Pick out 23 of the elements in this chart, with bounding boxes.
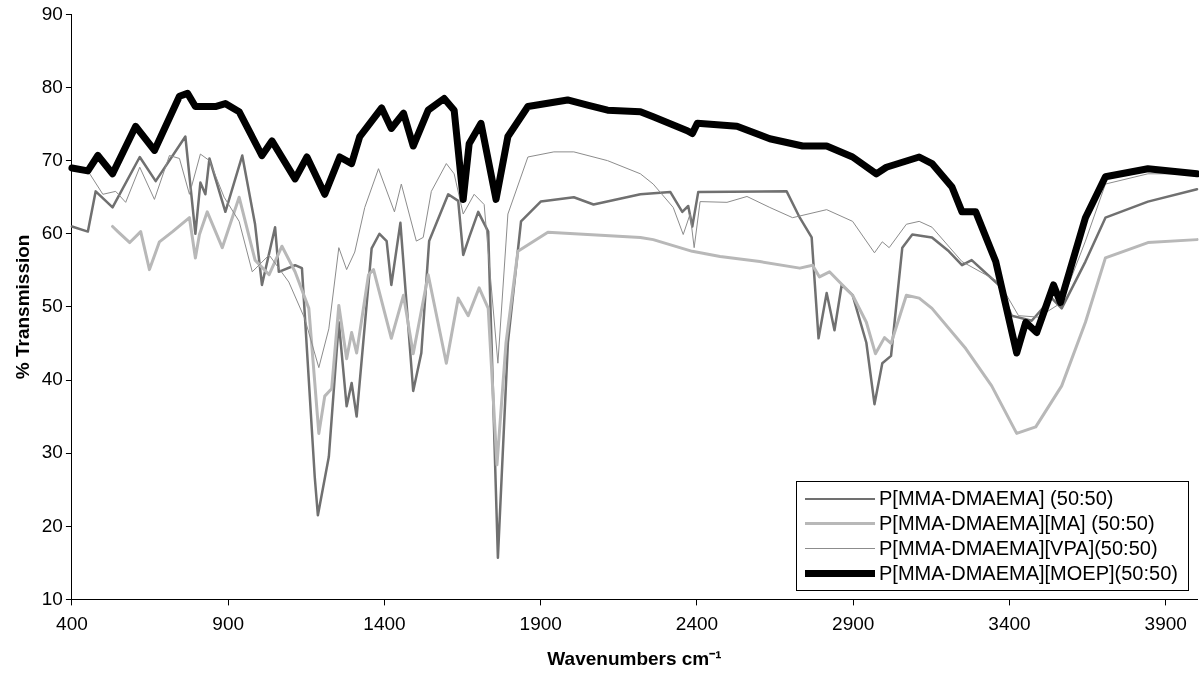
y-tick-label: 40 bbox=[41, 368, 63, 390]
x-axis-title: Wavenumbers cm⁻¹ bbox=[547, 647, 722, 669]
y-tick-label: 70 bbox=[41, 148, 63, 170]
y-tick-label: 90 bbox=[41, 2, 63, 24]
y-tick-label: 30 bbox=[41, 441, 63, 463]
y-axis-title: % Transmission bbox=[11, 234, 33, 380]
x-tick-label: 900 bbox=[212, 613, 245, 635]
legend-label: P[MMA-DMAEMA] (50:50) bbox=[879, 486, 1114, 512]
y-tick-label: 60 bbox=[41, 222, 63, 244]
x-tick-label: 2900 bbox=[832, 613, 875, 635]
y-tick-label: 80 bbox=[41, 75, 63, 97]
y-tick-label: 10 bbox=[41, 587, 63, 609]
legend-label: P[MMA-DMAEMA][VPA](50:50) bbox=[879, 536, 1158, 562]
y-tick-label: 50 bbox=[41, 295, 63, 317]
x-tick-label: 400 bbox=[56, 613, 88, 635]
x-tick-label: 1400 bbox=[363, 613, 406, 635]
x-tick-label: 3400 bbox=[988, 613, 1031, 635]
x-tick-label: 3900 bbox=[1144, 613, 1187, 635]
x-tick-label: 1900 bbox=[519, 613, 562, 635]
x-tick-label: 2400 bbox=[675, 613, 719, 635]
legend-label: P[MMA-DMAEMA][MOEP](50:50) bbox=[879, 561, 1178, 587]
y-tick-label: 20 bbox=[41, 514, 63, 536]
legend-label: P[MMA-DMAEMA][MA] (50:50) bbox=[879, 511, 1155, 537]
